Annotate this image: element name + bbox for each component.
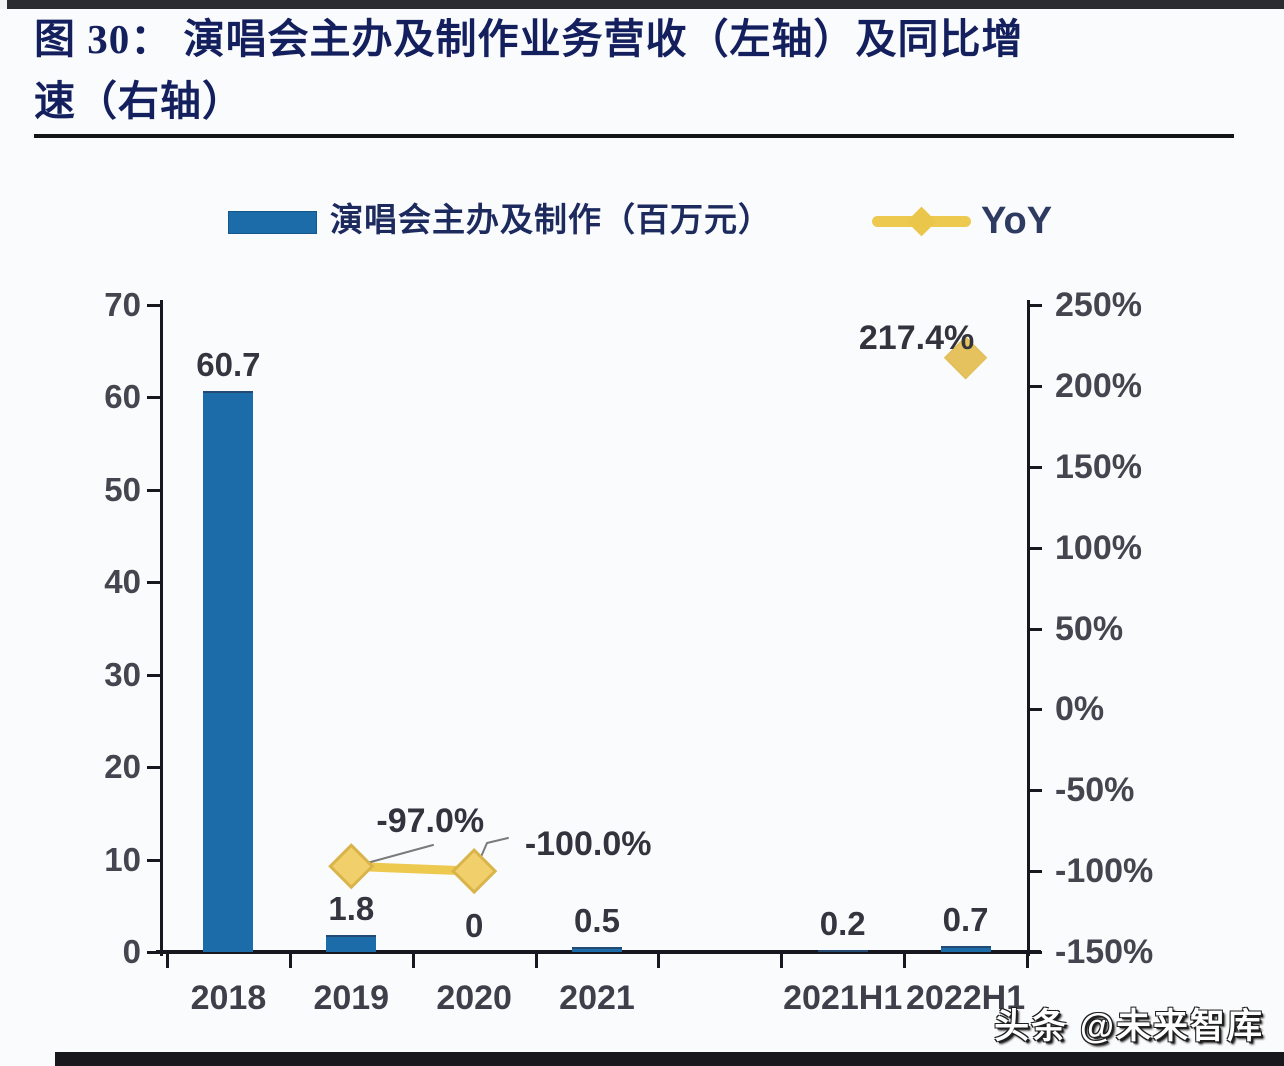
watermark: 头条 @未来智库: [994, 1007, 1264, 1046]
left-axis-tick-label: 50: [104, 470, 141, 508]
x-category-label: 2019: [313, 979, 390, 1017]
left-axis-tick: [147, 858, 160, 862]
figure-title: 图 30： 演唱会主办及制作业务营收（左轴）及同比增 速（右轴）: [34, 8, 1234, 132]
right-axis-tick-label: -100%: [1055, 852, 1154, 891]
bottom-border-strip: [55, 1052, 1284, 1066]
right-axis-tick: [1030, 546, 1042, 550]
left-axis-tick: [147, 766, 160, 770]
right-axis-tick: [1030, 870, 1042, 874]
left-axis-tick-label: 10: [104, 840, 141, 878]
legend-bar-swatch: [228, 211, 317, 234]
top-border-strip: [6, 0, 1284, 9]
figure-title-line1: 图 30： 演唱会主办及制作业务营收（左轴）及同比增: [34, 16, 1024, 62]
legend-yoy-label: YoY: [981, 200, 1053, 242]
yoy-value-label: -100.0%: [524, 825, 652, 864]
right-axis-tick-label: 100%: [1055, 528, 1142, 567]
left-axis-tick: [147, 304, 160, 307]
right-axis-line: [1027, 300, 1030, 956]
left-axis-tick-label: 60: [104, 378, 141, 416]
x-category-label: 2022H1: [906, 979, 1026, 1017]
x-axis-tick: [780, 952, 784, 968]
x-category-label: 2018: [190, 979, 267, 1017]
left-axis-tick: [147, 488, 160, 492]
leader-line-97: [355, 844, 434, 867]
title-divider-rule: [34, 134, 1234, 138]
revenue-bar: [817, 950, 868, 953]
x-axis-tick: [903, 952, 907, 968]
right-axis-tick-label: 200%: [1055, 366, 1142, 405]
right-axis-tick-label: 250%: [1055, 286, 1142, 324]
revenue-bar: [326, 935, 377, 952]
x-axis-tick: [411, 952, 415, 968]
left-axis-tick: [147, 581, 160, 585]
right-axis-tick-label: 0%: [1055, 690, 1105, 729]
bar-value-label: 0.5: [574, 902, 620, 940]
left-axis-tick-label: 40: [104, 563, 141, 601]
yoy-diamond-marker: [328, 843, 375, 890]
bar-value-label: 1.8: [328, 890, 375, 928]
x-category-label: 2020: [436, 979, 512, 1017]
legend-yoy-diamond-icon: [906, 206, 937, 237]
right-axis-tick-label: 150%: [1055, 447, 1142, 486]
right-axis-tick-label: 50%: [1055, 609, 1124, 648]
right-axis-tick: [1030, 384, 1042, 388]
x-category-label: 2021H1: [783, 979, 903, 1017]
x-category-label: 2021: [559, 979, 635, 1017]
x-axis-tick: [166, 952, 169, 968]
yoy-value-label: 217.4%: [858, 318, 975, 357]
leader-line-100: [476, 837, 509, 867]
x-axis-tick: [288, 952, 292, 968]
right-axis-tick: [1030, 708, 1042, 712]
left-axis-tick: [147, 673, 160, 677]
figure-title-line2: 速（右轴）: [34, 78, 244, 124]
right-axis-tick: [1030, 465, 1042, 469]
left-axis-tick-label: 30: [104, 655, 141, 693]
right-axis-tick: [1030, 951, 1042, 954]
right-axis-tick: [1030, 789, 1042, 793]
bar-value-label: 0.7: [942, 900, 989, 938]
left-axis-tick: [147, 951, 160, 954]
left-axis-tick-label: 20: [104, 748, 141, 786]
right-axis-tick: [1030, 627, 1042, 631]
left-axis-tick-label: 0: [122, 933, 141, 970]
left-axis-tick-label: 70: [104, 286, 141, 323]
x-axis-tick: [1025, 952, 1029, 968]
bar-value-label: 0: [464, 907, 484, 944]
top-strip-notch: [0, 0, 7, 9]
bar-value-label: 0.2: [819, 905, 866, 943]
bar-value-label: 60.7: [196, 345, 261, 383]
right-axis-tick: [1030, 304, 1042, 307]
x-axis-line: [156, 950, 1041, 954]
left-axis-line: [160, 300, 163, 956]
legend-bar-label: 演唱会主办及制作（百万元）: [330, 203, 772, 239]
yoy-connector-line: [346, 861, 479, 876]
x-axis-tick: [534, 952, 538, 968]
revenue-bar: [571, 947, 622, 952]
revenue-bar: [203, 390, 254, 952]
left-axis-tick: [147, 396, 160, 400]
right-axis-tick-label: -50%: [1055, 771, 1135, 810]
x-axis-tick: [657, 952, 661, 968]
yoy-diamond-marker: [451, 848, 498, 895]
revenue-bar: [940, 945, 991, 952]
yoy-value-label: -97.0%: [376, 802, 485, 841]
right-axis-tick-label: -150%: [1055, 933, 1154, 971]
